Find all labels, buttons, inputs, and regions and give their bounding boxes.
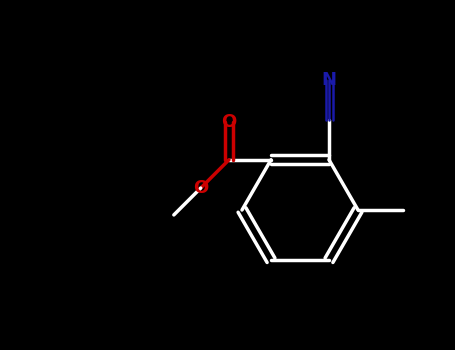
Text: O: O [193, 179, 208, 197]
Text: O: O [222, 113, 237, 131]
Text: N: N [322, 71, 337, 89]
